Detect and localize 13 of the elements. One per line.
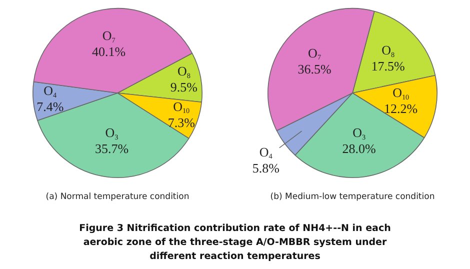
data-label: 5.8% (252, 160, 280, 176)
data-label: 7.4% (36, 99, 64, 114)
data-label: 28.0% (342, 141, 376, 156)
text: (b) Medium-low temperature condition (270, 192, 435, 202)
data-label: 35.7% (94, 141, 129, 156)
data-label: 40.1% (92, 44, 126, 60)
data-label: 17.5% (371, 58, 406, 74)
caption: Figure 3 Nitrification contribution rate of NH4+--N in each aerobic zone of the three-stage A/O-MBBR system under different reaction temperatures (78, 222, 392, 264)
data-label: 36.5% (298, 61, 332, 76)
data-label: 12.2% (384, 100, 418, 116)
text: (a) Normal temperature condition (46, 192, 190, 202)
data-label: 7.3% (168, 114, 196, 130)
data-label: 9.5% (170, 80, 198, 95)
